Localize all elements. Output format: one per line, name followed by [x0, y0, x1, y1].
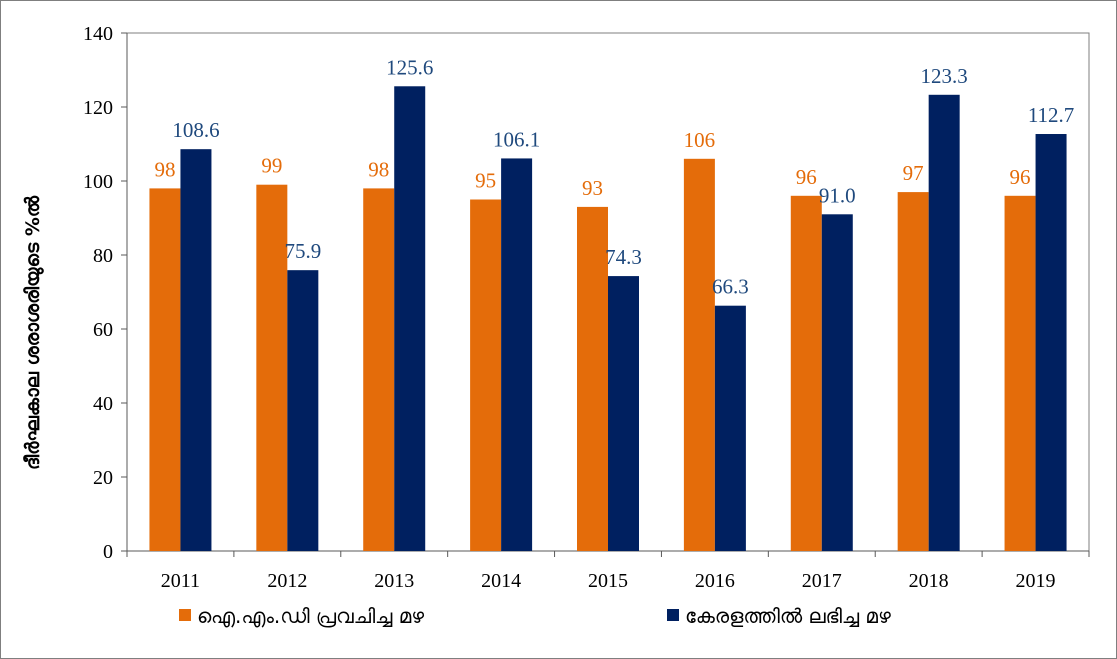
bar-series-2: [1035, 134, 1067, 551]
bar-series-1: [683, 158, 715, 552]
bar-series-1: [363, 188, 395, 551]
data-label-series-2: 74.3: [605, 245, 642, 269]
y-tick-label: 60: [93, 319, 113, 341]
legend-label-series-2: കേരളത്തിൽ ലഭിച്ച മഴ: [685, 604, 891, 628]
x-tick-label: 2014: [481, 570, 521, 592]
bar-series-1: [577, 206, 608, 551]
data-label-series-1: 99: [261, 154, 282, 178]
bar-series-2: [394, 86, 426, 551]
data-label-series-1: 98: [154, 157, 175, 181]
data-label-series-2: 112.7: [1028, 103, 1074, 127]
data-label-series-1: 97: [903, 161, 924, 185]
x-tick-label: 2013: [374, 570, 414, 592]
legend-swatch-series-1: [179, 609, 191, 621]
y-tick-label: 100: [83, 171, 113, 193]
x-tick-label: 2012: [267, 570, 307, 592]
data-label-series-1: 106: [684, 128, 716, 152]
legend-swatch-series-2: [667, 609, 679, 621]
bar-series-2: [608, 276, 639, 551]
data-label-series-1: 96: [796, 165, 817, 189]
data-label-series-1: 96: [1010, 165, 1031, 189]
x-tick-label: 2015: [588, 570, 628, 592]
bar-series-1: [256, 184, 288, 551]
bar-series-1: [470, 199, 502, 551]
data-label-series-1: 98: [368, 157, 389, 181]
data-label-series-2: 91.0: [819, 183, 856, 207]
data-label-series-2: 123.3: [921, 64, 968, 88]
data-label-series-2: 108.6: [172, 118, 219, 142]
bar-series-2: [180, 149, 212, 551]
data-label-series-1: 95: [475, 169, 496, 193]
bar-series-1: [897, 192, 929, 551]
data-label-series-2: 66.3: [712, 275, 749, 299]
y-tick-label: 0: [103, 541, 113, 563]
bar-series-2: [928, 94, 960, 551]
x-tick-label: 2011: [161, 570, 200, 592]
y-tick-label: 120: [83, 97, 113, 119]
bar-series-1: [149, 188, 181, 551]
data-label-series-2: 75.9: [284, 239, 321, 263]
y-tick-label: 40: [93, 393, 113, 415]
x-tick-label: 2017: [802, 570, 842, 592]
x-tick-label: 2019: [1016, 570, 1056, 592]
legend: ഐ.എം.ഡി പ്രവചിച്ച മഴ കേരളത്തിൽ ലഭിച്ച മഴ: [179, 604, 891, 628]
data-label-series-2: 106.1: [493, 127, 540, 151]
y-tick-label: 20: [93, 467, 113, 489]
x-tick-label: 2018: [909, 570, 949, 592]
y-tick-label: 80: [93, 245, 113, 267]
y-tick-label: 140: [83, 23, 113, 45]
bar-series-2: [821, 214, 853, 552]
legend-label-series-1: ഐ.എം.ഡി പ്രവചിച്ച മഴ: [197, 604, 424, 628]
x-axis: 2011 2012 2013 2014 2015 2016 2017 2018 2019: [126, 550, 1090, 592]
bars: [149, 86, 1067, 552]
bar-series-2: [714, 305, 746, 551]
bar-series-1: [1004, 195, 1036, 552]
y-axis-title: ദീർഘകാല ശരാശരിയുടെ %ൽ: [22, 195, 45, 470]
data-label-series-1: 93: [582, 176, 603, 200]
bar-series-1: [790, 195, 822, 552]
x-tick-label: 2016: [695, 570, 735, 592]
data-labels: 98 99 98 95 93 106 96 97 96 108.6 75.9 125.6 106.1 74…: [154, 55, 1074, 298]
bar-series-2: [287, 270, 319, 551]
bar-series-2: [501, 158, 533, 551]
data-label-series-2: 125.6: [386, 55, 433, 79]
